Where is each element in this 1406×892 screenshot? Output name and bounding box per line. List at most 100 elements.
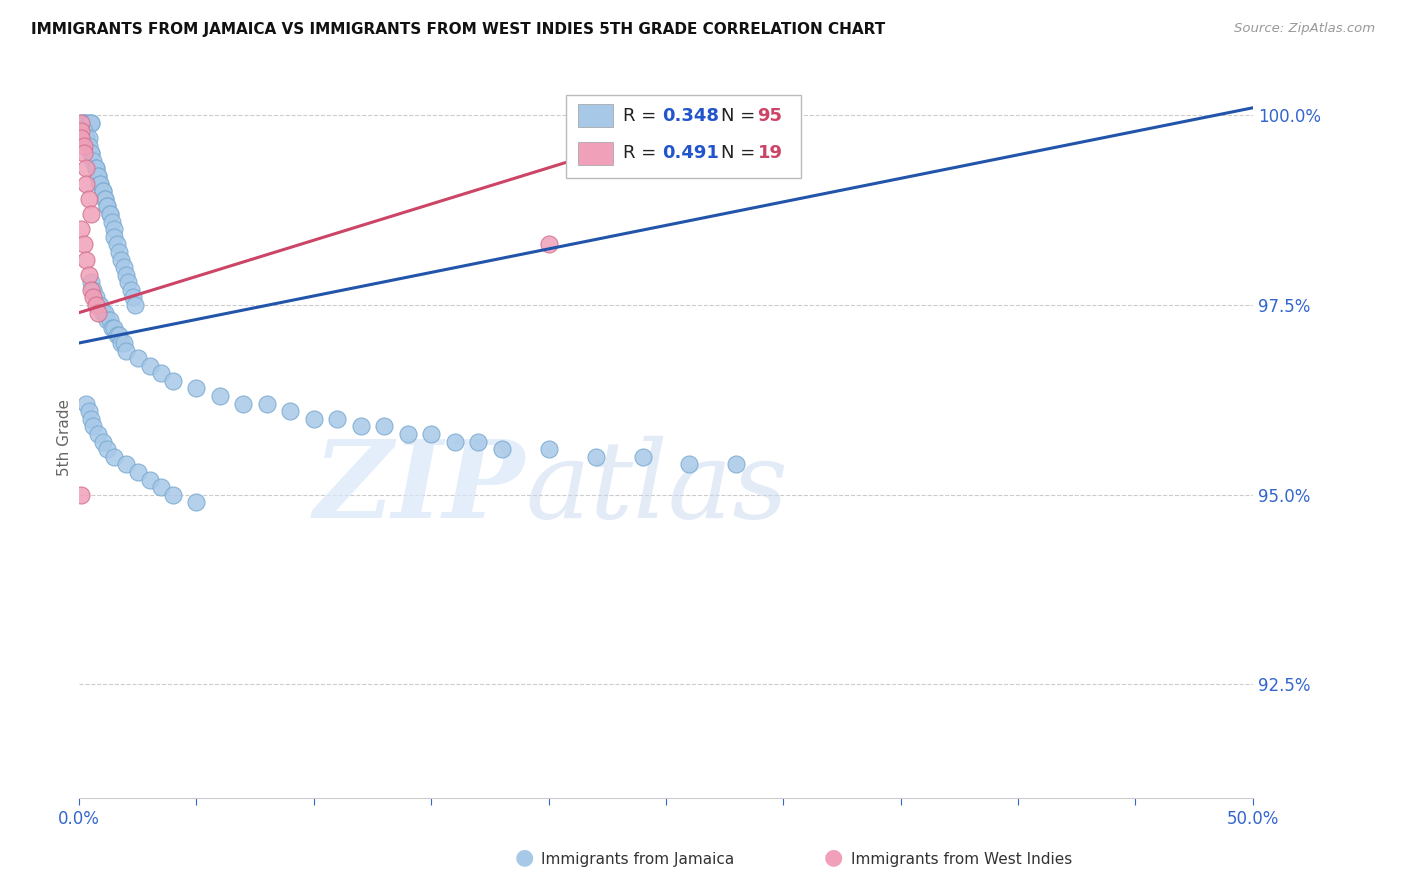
Point	[96, 313, 118, 327]
Point	[82, 290, 104, 304]
Point	[80, 146, 103, 161]
Point	[96, 199, 118, 213]
Point	[94, 192, 117, 206]
Point	[94, 305, 117, 319]
Point	[103, 229, 125, 244]
Point	[96, 199, 118, 213]
Point	[98, 313, 121, 327]
Point	[186, 495, 208, 509]
Y-axis label: 5th Grade: 5th Grade	[58, 400, 72, 476]
Point	[138, 473, 160, 487]
Point	[105, 237, 128, 252]
Text: 0.491: 0.491	[662, 145, 720, 162]
Point	[350, 419, 373, 434]
Point	[122, 290, 145, 304]
Point	[73, 237, 96, 252]
Point	[110, 335, 132, 350]
Point	[91, 184, 114, 198]
Point	[110, 252, 132, 267]
Text: IMMIGRANTS FROM JAMAICA VS IMMIGRANTS FROM WEST INDIES 5TH GRADE CORRELATION CHA: IMMIGRANTS FROM JAMAICA VS IMMIGRANTS FR…	[31, 22, 886, 37]
Point	[73, 138, 96, 153]
Text: 95: 95	[758, 107, 783, 125]
Point	[70, 488, 93, 502]
Text: 19: 19	[758, 145, 783, 162]
Point	[75, 397, 97, 411]
Point	[108, 244, 131, 259]
Point	[326, 412, 349, 426]
Point	[150, 367, 173, 381]
FancyBboxPatch shape	[567, 95, 801, 178]
Point	[73, 146, 96, 161]
Point	[84, 161, 107, 176]
Point	[115, 458, 138, 472]
Point	[73, 116, 96, 130]
Point	[75, 161, 97, 176]
Point	[150, 480, 173, 494]
Point	[115, 268, 138, 282]
Point	[87, 169, 110, 183]
FancyBboxPatch shape	[578, 104, 613, 128]
Point	[75, 177, 97, 191]
Point	[115, 343, 138, 358]
Point	[256, 397, 278, 411]
Point	[585, 450, 607, 464]
Point	[75, 252, 97, 267]
Point	[91, 305, 114, 319]
Point	[103, 320, 125, 334]
Point	[84, 290, 107, 304]
Point	[82, 419, 104, 434]
Point	[124, 298, 146, 312]
Point	[678, 458, 700, 472]
Point	[70, 131, 93, 145]
Text: R =: R =	[623, 145, 662, 162]
Point	[103, 222, 125, 236]
Point	[77, 116, 100, 130]
Text: ●: ●	[515, 847, 534, 867]
Point	[443, 434, 465, 449]
Point	[232, 397, 254, 411]
Point	[70, 222, 93, 236]
Point	[120, 283, 142, 297]
Point	[80, 207, 103, 221]
Point	[98, 207, 121, 221]
Point	[162, 488, 184, 502]
Point	[87, 169, 110, 183]
Point	[112, 335, 135, 350]
Point	[91, 184, 114, 198]
Text: Immigrants from West Indies: Immigrants from West Indies	[851, 852, 1071, 867]
Point	[84, 298, 107, 312]
Point	[117, 275, 139, 289]
Point	[87, 298, 110, 312]
Point	[537, 237, 560, 252]
Point	[87, 305, 110, 319]
Point	[89, 177, 111, 191]
Point	[101, 320, 124, 334]
Point	[537, 442, 560, 457]
Point	[138, 359, 160, 373]
Point	[75, 131, 97, 145]
Point	[631, 450, 654, 464]
Text: atlas: atlas	[524, 435, 789, 541]
Point	[77, 268, 100, 282]
Point	[91, 434, 114, 449]
Text: N =: N =	[721, 107, 761, 125]
Text: ●: ●	[824, 847, 844, 867]
Point	[420, 427, 443, 442]
Point	[77, 138, 100, 153]
Point	[748, 116, 770, 130]
Point	[77, 192, 100, 206]
Point	[467, 434, 489, 449]
Point	[80, 275, 103, 289]
Point	[280, 404, 302, 418]
Point	[80, 412, 103, 426]
Point	[208, 389, 231, 403]
Point	[70, 116, 93, 130]
Point	[80, 146, 103, 161]
Text: R =: R =	[623, 107, 662, 125]
Point	[70, 116, 93, 130]
Text: 0.348: 0.348	[662, 107, 720, 125]
Point	[87, 427, 110, 442]
Point	[373, 419, 395, 434]
Point	[112, 260, 135, 274]
Point	[77, 131, 100, 145]
